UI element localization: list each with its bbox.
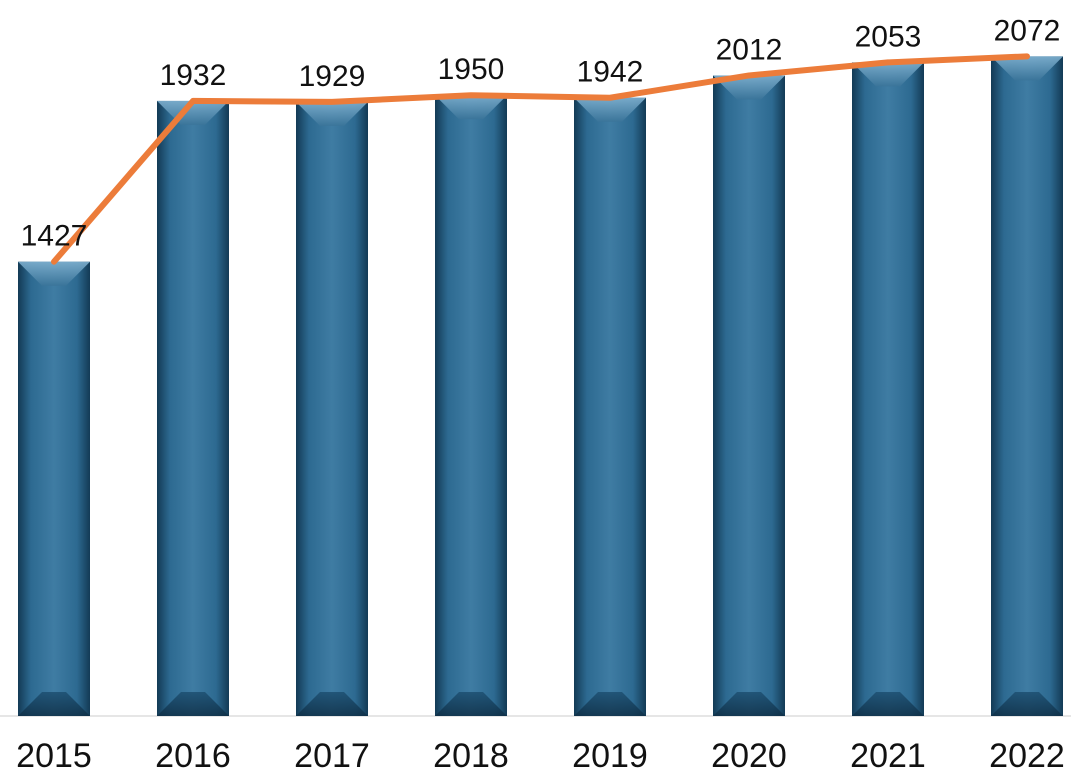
- x-tick-2015: 2015: [16, 737, 92, 775]
- bar-2020: [713, 75, 785, 717]
- x-tick-2020: 2020: [711, 737, 787, 775]
- data-label-2020: 2012: [716, 33, 783, 66]
- bar-2021: [852, 62, 924, 716]
- x-tick-2019: 2019: [572, 737, 648, 775]
- data-label-2019: 1942: [577, 56, 644, 89]
- bar-2018: [435, 95, 507, 717]
- x-tick-2017: 2017: [294, 737, 370, 775]
- data-label-2016: 1932: [160, 59, 227, 92]
- data-label-2018: 1950: [438, 53, 505, 86]
- trend-line: [51, 53, 1030, 265]
- bar-2019: [574, 97, 646, 716]
- data-label-2017: 1929: [299, 60, 366, 93]
- bar-2016: [157, 100, 229, 716]
- data-label-2015: 1427: [21, 220, 88, 253]
- x-tick-2016: 2016: [155, 737, 231, 775]
- data-label-2022: 2072: [994, 14, 1061, 47]
- data-label-2021: 2053: [855, 20, 922, 53]
- bar-2022: [991, 56, 1063, 717]
- x-tick-2018: 2018: [433, 737, 509, 775]
- x-tick-2021: 2021: [850, 737, 926, 775]
- bar-2015: [18, 261, 90, 716]
- x-tick-2022: 2022: [989, 737, 1065, 775]
- bar-2017: [296, 101, 368, 716]
